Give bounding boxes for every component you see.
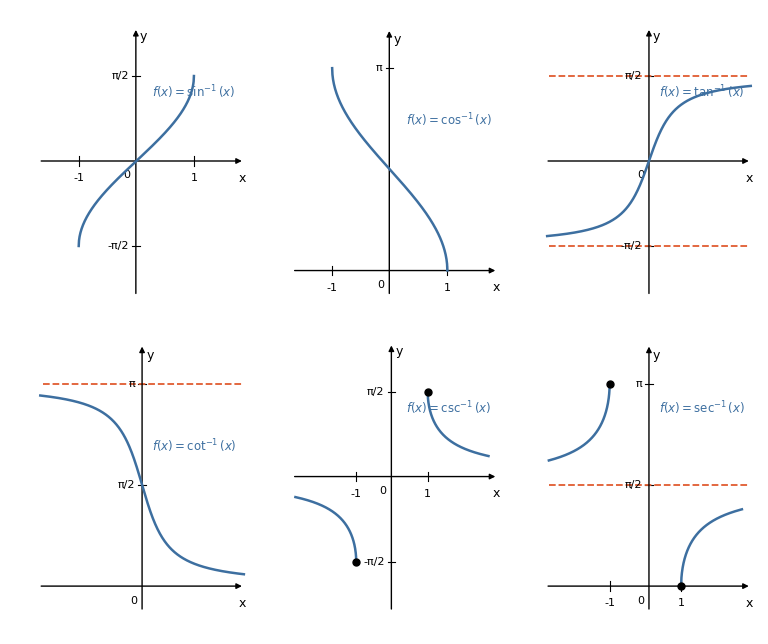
Text: y: y [653,30,660,43]
Text: $f(x) = \cot^{-1}(x)$: $f(x) = \cot^{-1}(x)$ [152,437,237,455]
Text: -1: -1 [326,283,338,293]
Text: x: x [239,172,247,185]
Text: y: y [393,33,401,46]
Text: 0: 0 [379,486,386,496]
Text: $f(x) = \cos^{-1}(x)$: $f(x) = \cos^{-1}(x)$ [406,111,492,129]
Text: π/2: π/2 [624,71,642,81]
Text: π/2: π/2 [624,480,642,490]
Text: 0: 0 [377,280,384,290]
Text: x: x [492,488,500,500]
Text: 1: 1 [424,489,431,498]
Text: 1: 1 [677,598,684,609]
Text: x: x [239,597,247,610]
Text: -π/2: -π/2 [363,556,385,567]
Text: π/2: π/2 [367,386,385,397]
Text: -π/2: -π/2 [108,241,129,251]
Text: y: y [653,348,660,362]
Text: x: x [746,597,753,610]
Text: $f(x) = \csc^{-1}(x)$: $f(x) = \csc^{-1}(x)$ [406,399,492,417]
Text: π: π [129,379,135,389]
Text: 1: 1 [190,173,197,183]
Text: 0: 0 [637,171,644,180]
Text: -1: -1 [73,173,84,183]
Text: $f(x) = \sin^{-1}(x)$: $f(x) = \sin^{-1}(x)$ [152,84,236,102]
Text: -1: -1 [604,598,615,609]
Text: π: π [636,379,642,389]
Text: x: x [746,172,753,185]
Text: -π/2: -π/2 [621,241,642,251]
Text: y: y [396,345,403,358]
Text: π/2: π/2 [118,480,135,490]
Text: $f(x) = \sec^{-1}(x)$: $f(x) = \sec^{-1}(x)$ [659,399,746,417]
Text: 0: 0 [637,596,644,605]
Text: $f(x) = \tan^{-1}(x)$: $f(x) = \tan^{-1}(x)$ [659,84,745,102]
Text: y: y [146,348,154,362]
Text: 0: 0 [130,596,137,605]
Text: y: y [140,30,147,43]
Text: π: π [376,63,382,73]
Text: -1: -1 [351,489,362,498]
Text: 0: 0 [124,171,131,180]
Text: π/2: π/2 [111,71,129,81]
Text: 1: 1 [444,283,451,293]
Text: x: x [492,281,500,294]
